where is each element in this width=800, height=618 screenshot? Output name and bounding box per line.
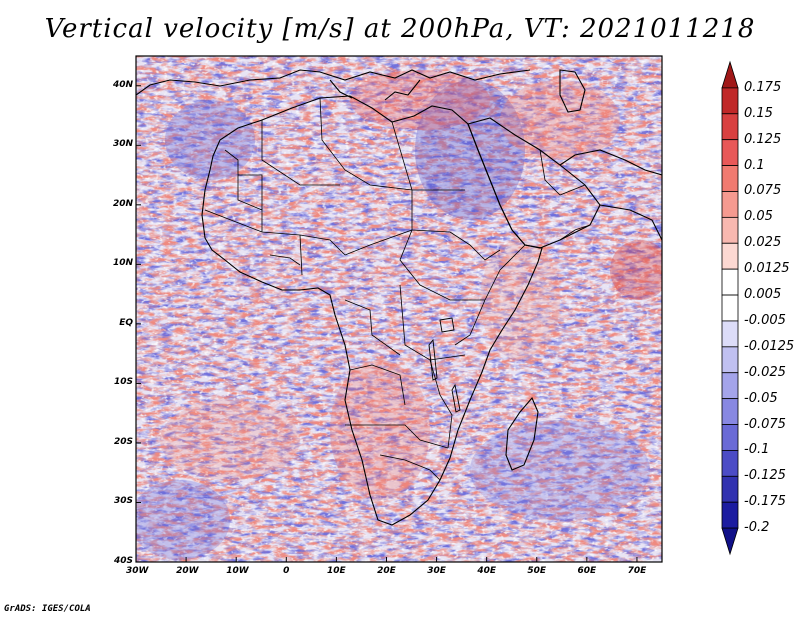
lon-tick-label: 10E	[327, 566, 346, 576]
colorbar-label: -0.1	[744, 442, 770, 458]
colorbar-segment	[721, 165, 739, 192]
lat-tick-label: 30N	[112, 139, 133, 150]
colorbar-segment	[721, 320, 739, 348]
lat-tick-label: 20S	[113, 436, 133, 447]
colorbar-segment	[721, 475, 739, 503]
lon-tick-label: 70E	[627, 566, 647, 576]
colorbar-segment	[721, 60, 739, 89]
colorbar-segment	[721, 372, 739, 400]
colorbar-label: 0.125	[744, 131, 782, 147]
europe-coastline	[136, 69, 531, 96]
colorbar-label: -0.125	[744, 468, 786, 484]
lat-tick-label: EQ	[119, 317, 133, 328]
colorbar-segment	[721, 294, 739, 322]
colorbar-segment	[721, 139, 739, 166]
vertical-velocity-field	[136, 56, 662, 562]
grads-credit: GrADS: IGES/COLA	[4, 604, 91, 614]
colorbar-label: -0.2	[744, 520, 770, 536]
colorbar-segment	[721, 450, 739, 477]
lon-tick-label: 30E	[427, 566, 446, 576]
lon-tick-label: 40E	[477, 566, 496, 576]
plot-frame	[135, 55, 663, 563]
colorbar	[721, 60, 739, 556]
lat-tick-label: 20N	[112, 198, 133, 209]
lon-tick-label: 0	[283, 566, 290, 576]
axis-ticks	[135, 85, 638, 563]
colorbar-label: 0.175	[744, 79, 782, 95]
madagascar-coastline	[505, 396, 539, 471]
lon-tick-label: 10W	[226, 566, 249, 576]
colorbar-segment	[721, 216, 739, 244]
colorbar-label: -0.175	[744, 494, 786, 510]
colorbar-label: 0.0125	[744, 261, 790, 277]
colorbar-label: -0.0125	[744, 338, 795, 354]
colorbar-segment	[721, 242, 739, 270]
colorbar-segment	[721, 191, 739, 218]
colorbar-label: 0.05	[744, 209, 773, 225]
colorbar-segment	[721, 268, 739, 296]
lon-tick-label: 20W	[176, 566, 199, 576]
colorbar-label: 0.1	[744, 157, 765, 173]
colorbar-segment	[721, 346, 739, 374]
lon-tick-label: 20E	[377, 566, 396, 576]
africa-coastline	[201, 95, 543, 526]
lon-tick-label: 50E	[527, 566, 547, 576]
lat-tick-label: 30S	[113, 496, 133, 507]
arabia-coastline	[467, 117, 601, 249]
colorbar-segment	[721, 501, 739, 529]
colorbar-label: 0.005	[744, 287, 782, 303]
colorbar-segment	[721, 87, 739, 115]
lat-tick-label: 40N	[112, 79, 133, 90]
lat-tick-label: 10N	[112, 258, 133, 269]
colorbar-label: -0.075	[744, 416, 786, 432]
colorbar-label: -0.005	[744, 312, 786, 328]
colorbar-label: -0.025	[744, 364, 786, 380]
lakes	[428, 317, 461, 413]
lat-tick-label: 10S	[113, 377, 133, 388]
colorbar-segment	[721, 113, 739, 141]
lon-tick-label: 30W	[126, 566, 149, 576]
colorbar-label: 0.15	[744, 105, 773, 121]
coastlines	[136, 69, 662, 526]
colorbar-label: 0.075	[744, 183, 782, 199]
lat-tick-label: 40S	[113, 556, 133, 566]
colorbar-segment	[721, 398, 739, 425]
chart-title: Vertical velocity [m/s] at 200hPa, VT: 2…	[44, 14, 756, 44]
colorbar-label: 0.025	[744, 235, 782, 251]
country-borders	[204, 97, 591, 481]
colorbar-label: -0.05	[744, 390, 778, 406]
colorbar-segment	[721, 527, 739, 556]
colorbar-segment	[721, 424, 739, 451]
lon-tick-label: 60E	[577, 566, 597, 576]
